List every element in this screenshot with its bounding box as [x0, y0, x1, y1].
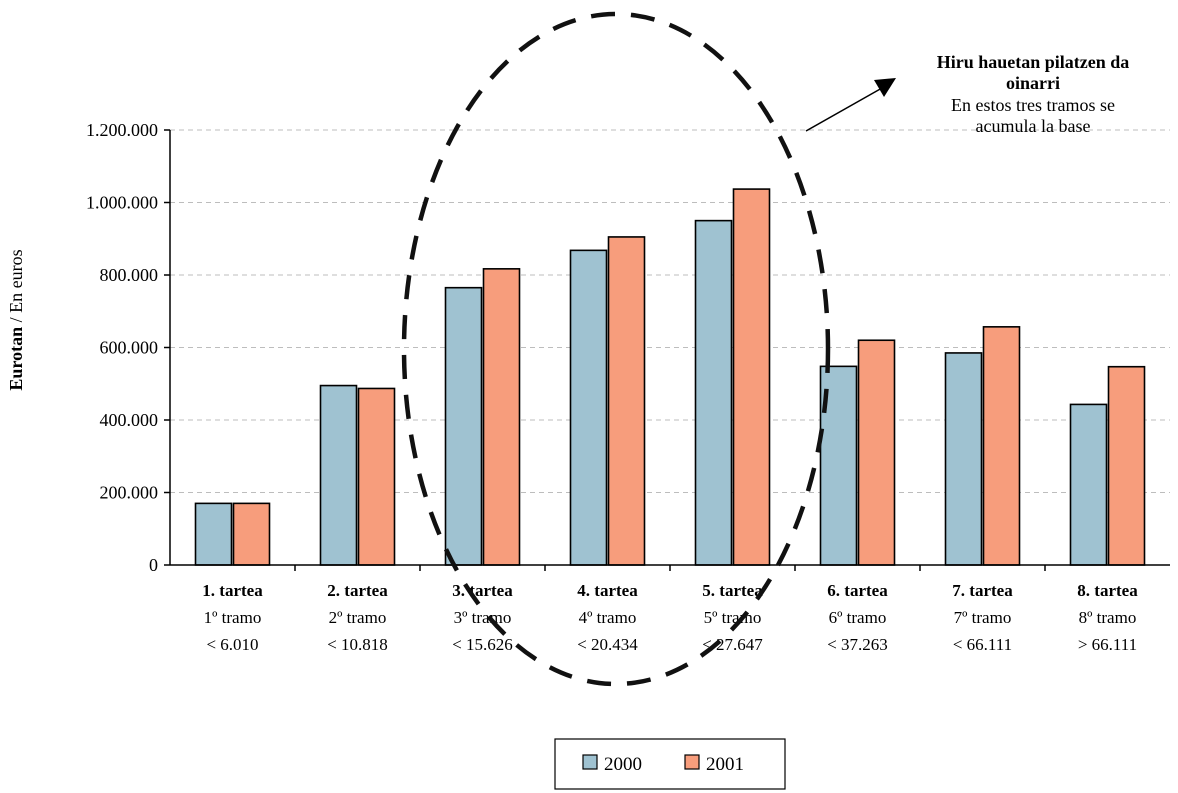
x-category-label: 7. tartea: [952, 581, 1013, 600]
bar-2001-4: [607, 236, 646, 566]
x-category-range: < 10.818: [327, 635, 388, 654]
x-category-sublabel: 7º tramo: [954, 608, 1012, 627]
bar-2000-1: [194, 502, 233, 566]
x-category-range: < 66.111: [953, 635, 1012, 654]
arrowhead-icon: [874, 78, 896, 97]
x-category-range: < 20.434: [577, 635, 638, 654]
y-tick-label: 1.000.000: [86, 193, 158, 213]
legend-label-2001: 2001: [706, 754, 744, 775]
y-axis-label-rest: / En euros: [6, 249, 26, 326]
annotation: Hiru hauetan pilatzen da oinarri En esto…: [937, 52, 1130, 136]
bar-2000-4: [569, 249, 608, 566]
bar-2000-5: [694, 219, 733, 566]
x-category-label: 4. tartea: [577, 581, 638, 600]
bars: [194, 188, 1146, 566]
annotation-bold-line-1: Hiru hauetan pilatzen da: [937, 52, 1130, 72]
x-category-sublabel: 2º tramo: [329, 608, 387, 627]
annotation-bold-line-2: oinarri: [1006, 73, 1060, 93]
bar-2000-8: [1069, 403, 1108, 566]
y-tick-label: 400.000: [100, 410, 159, 430]
x-category-range: < 15.626: [452, 635, 513, 654]
bar-2000-2: [319, 384, 358, 566]
bar-2001-6: [857, 339, 896, 566]
y-axis-label: Eurotan / En euros: [6, 249, 26, 390]
legend: 2000 2001: [554, 738, 786, 790]
x-category-sublabel: 8º tramo: [1079, 608, 1137, 627]
x-category-range: < 37.263: [827, 635, 888, 654]
legend-label-2000: 2000: [604, 754, 642, 775]
x-category-sublabel: 1º tramo: [204, 608, 262, 627]
annotation-line-2: acumula la base: [976, 116, 1091, 136]
bar-2001-3: [482, 268, 521, 566]
x-category-sublabel: 6º tramo: [829, 608, 887, 627]
y-tick-labels: 0 200.000 400.000 600.000 800.000 1.000.000 1.…: [86, 120, 170, 575]
y-tick-label: 1.200.000: [86, 120, 158, 140]
x-category-label: 1. tartea: [202, 581, 263, 600]
x-category-sublabel: 5º tramo: [704, 608, 762, 627]
x-category-sublabel: 3º tramo: [454, 608, 512, 627]
y-tick-label: 200.000: [100, 483, 159, 503]
legend-swatch-2000: [582, 754, 598, 770]
y-tick-label: 800.000: [100, 265, 159, 285]
bar-2001-5: [732, 188, 771, 566]
x-category-range: < 27.647: [702, 635, 763, 654]
x-category-range: < 6.010: [206, 635, 258, 654]
annotation-arrow: [805, 87, 883, 132]
x-category-range: > 66.111: [1078, 635, 1137, 654]
bar-2001-1: [232, 502, 271, 566]
bar-2000-7: [944, 352, 983, 566]
legend-swatch-2001: [684, 754, 700, 770]
highlight-ellipse: [401, 11, 831, 687]
x-category-label: 6. tartea: [827, 581, 888, 600]
annotation-line-1: En estos tres tramos se: [951, 95, 1115, 115]
y-tick-label: 0: [149, 555, 158, 575]
x-category-label: 3. tartea: [452, 581, 513, 600]
x-category-sublabel: 4º tramo: [579, 608, 637, 627]
x-category-label: 8. tartea: [1077, 581, 1138, 600]
y-axis-label-bold: Eurotan: [6, 327, 26, 391]
bar-2000-3: [444, 286, 483, 566]
bar-2001-8: [1107, 365, 1146, 566]
x-category-label: 5. tartea: [702, 581, 763, 600]
bar-2001-2: [357, 387, 396, 566]
y-tick-label: 600.000: [100, 338, 159, 358]
bar-2001-7: [982, 326, 1021, 566]
x-category-labels: 1. tartea 1º tramo < 6.010 2. tartea 2º tram…: [202, 565, 1138, 654]
x-category-label: 2. tartea: [327, 581, 388, 600]
